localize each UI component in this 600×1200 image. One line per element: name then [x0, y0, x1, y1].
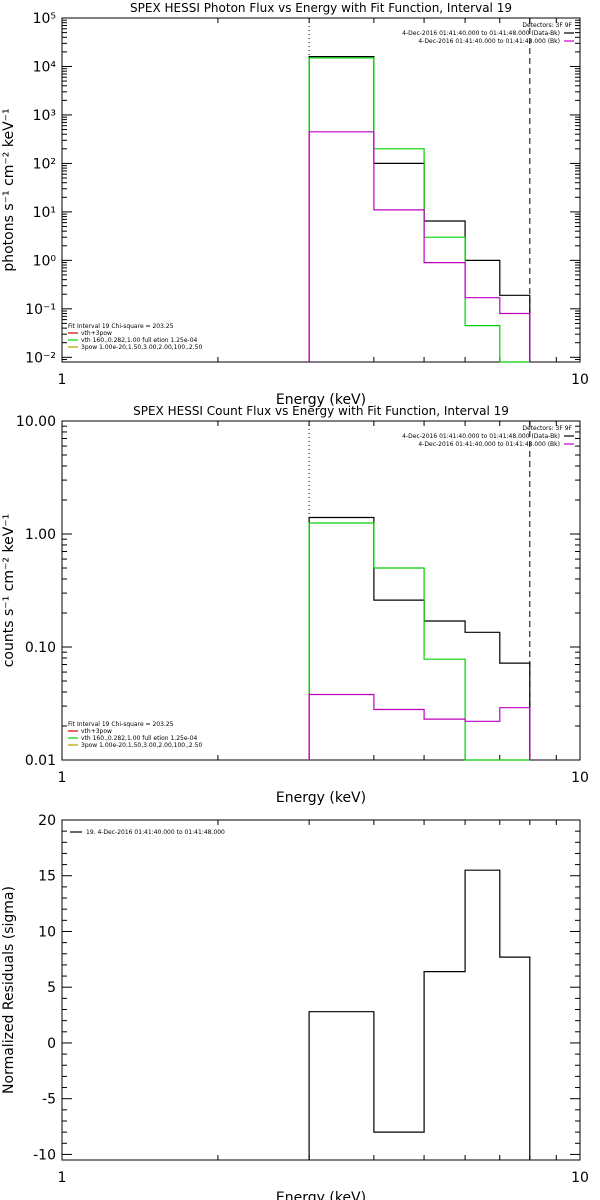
x-tick-label: 10 [571, 372, 589, 388]
y-tick-label: 0.01 [25, 753, 56, 769]
series-black-histogram [308, 869, 531, 1160]
y-tick-label: -5 [42, 1092, 56, 1108]
x-tick-label: 10 [571, 770, 589, 786]
fit-legend-text: vth+3pow [81, 728, 112, 735]
y-axis-label: counts s⁻¹ cm⁻² keV⁻¹ [1, 514, 17, 668]
x-tick-label: 10 [571, 1170, 589, 1186]
plot-frame [61, 420, 581, 761]
y-tick-label: 20 [38, 813, 56, 829]
y-tick-label: 10 [38, 924, 56, 940]
series-black-histogram [308, 56, 531, 362]
chart-panel-2: SPEX HESSI Count Flux vs Energy with Fit… [1, 404, 589, 806]
x-tick-label: 1 [58, 770, 67, 786]
y-tick-label: 10¹ [33, 205, 56, 221]
plot-frame [61, 819, 581, 1161]
y-axis-label: Normalized Residuals (sigma) [1, 886, 17, 1094]
legend-entry-text: 4-Dec-2016 01:41:40.000 to 01:41:48.000 … [418, 441, 560, 448]
chart-title: SPEX HESSI Photon Flux vs Energy with Fi… [130, 1, 512, 15]
fit-legend-text: 3pow 1.00e-20,1.50,3.00,2.00,100.,2.50 [81, 742, 202, 749]
chart-panel-1: SPEX HESSI Photon Flux vs Energy with Fi… [1, 1, 589, 408]
legend-title: Detectors: 3F 9F [522, 425, 572, 432]
x-axis-label: Energy (keV) [276, 392, 366, 408]
fit-legend-text: vth+3pow [81, 330, 112, 337]
y-tick-label: 10³ [33, 108, 56, 124]
y-axis-label: photons s⁻¹ cm⁻² keV⁻¹ [1, 108, 17, 271]
plot-frame [61, 17, 581, 363]
series-green-histogram [308, 522, 530, 761]
legend-title: Detectors: 3F 9F [522, 22, 572, 29]
fit-legend-text: 3pow 1.00e-20,1.50,3.00,2.00,100.,2.50 [81, 344, 202, 351]
chart-panel-3: 1 10 Energy (keV) -10 -5 0 5 10 15 20 Normalized R… [1, 813, 589, 1200]
series-magenta-histogram [308, 131, 531, 362]
legend-entry-text: 4-Dec-2016 01:41:40.000 to 01:41:48.000 … [402, 30, 560, 37]
legend-entry-text: 4-Dec-2016 01:41:40.000 to 01:41:48.000 … [402, 433, 560, 440]
x-axis-label: Energy (keV) [276, 790, 366, 806]
series-magenta-histogram [308, 693, 531, 760]
legend-entry-text: 19. 4-Dec-2016 01:41:40.000 to 01:41:48.… [86, 829, 225, 836]
fit-legend-title: Fit Interval 19 Chi-square = 203.25 [68, 721, 174, 728]
y-tick-label: 0 [47, 1036, 56, 1052]
fit-legend-text: vth 160.,0.282,1.00 full etion 1.25e-04 [81, 735, 198, 742]
x-tick-label: 1 [58, 372, 67, 388]
fit-legend-text: vth 160.,0.282,1.00 full etion 1.25e-04 [81, 337, 198, 344]
legend-entry-text: 4-Dec-2016 01:41:40.000 to 01:41:48.000 … [418, 38, 560, 45]
y-tick-label: 15 [38, 869, 56, 885]
y-tick-label: 10.00 [16, 414, 56, 430]
y-tick-label: 10⁻¹ [25, 302, 56, 318]
y-tick-label: 10⁻² [25, 350, 56, 366]
y-tick-label: 1.00 [25, 527, 56, 543]
y-tick-label: 10⁴ [33, 59, 57, 75]
y-tick-label: -10 [33, 1147, 56, 1163]
y-tick-label: 10⁰ [33, 253, 57, 269]
fit-legend-title: Fit Interval 19 Chi-square = 203.25 [68, 323, 174, 330]
y-tick-label: 10² [33, 156, 56, 172]
series-black-histogram [308, 516, 531, 760]
y-tick-label: 0.10 [25, 640, 56, 656]
y-tick-label: 10⁵ [33, 11, 56, 27]
chart-title: SPEX HESSI Count Flux vs Energy with Fit… [133, 404, 509, 418]
y-tick-label: 5 [47, 980, 56, 996]
x-tick-label: 1 [58, 1170, 67, 1186]
x-axis-label: Energy (keV) [276, 1190, 366, 1200]
